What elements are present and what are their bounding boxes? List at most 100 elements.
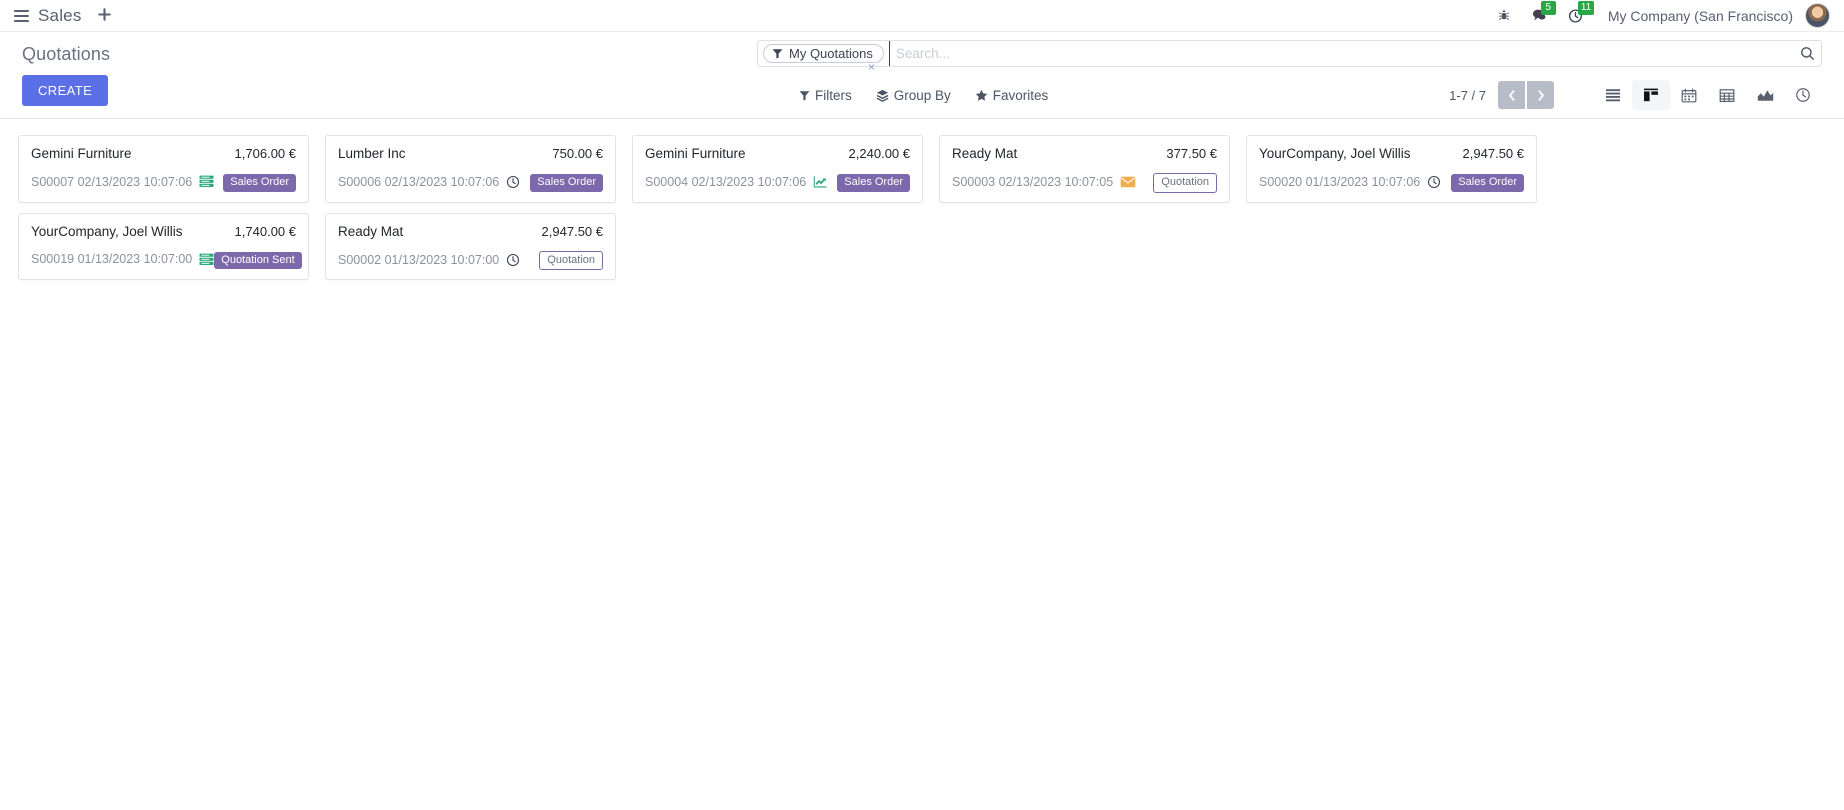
kanban-card-reference: S00004 02/13/2023 10:07:06 <box>645 174 807 189</box>
favorites-dropdown[interactable]: Favorites <box>963 86 1061 105</box>
star-icon <box>975 89 988 101</box>
kanban-card[interactable]: Ready Mat 2,947.50 € S00002 01/13/2023 10:… <box>325 212 616 281</box>
kanban-card[interactable]: Gemini Furniture 2,240.00 € S00004 02/13/2… <box>632 135 923 203</box>
status-badge: Quotation <box>1153 173 1217 193</box>
messages-badge: 5 <box>1540 1 1556 15</box>
pager: 1-7 / 7 <box>1449 81 1554 109</box>
kanban-card[interactable]: Ready Mat 377.50 € S00003 02/13/2023 10:07… <box>939 135 1230 203</box>
kanban-card-footer: S00020 01/13/2023 10:07:06 Sales Order <box>1259 172 1524 192</box>
pivot-view-icon[interactable] <box>1708 80 1746 110</box>
kanban-card-footer: S00006 02/13/2023 10:07:06 Sales Order <box>338 172 603 192</box>
status-badge: Sales Order <box>530 174 603 192</box>
list-green-icon[interactable] <box>199 175 214 188</box>
control-panel-right: My Quotations × Filters <box>757 38 1822 110</box>
kanban-card-reference: S00020 01/13/2023 10:07:06 <box>1259 174 1421 189</box>
search-view[interactable]: My Quotations × <box>757 40 1822 73</box>
navbar-right: 5 11 My Company (San Francisco) <box>1487 0 1830 31</box>
plus-icon[interactable] <box>88 7 121 24</box>
status-badge: Sales Order <box>1451 174 1524 192</box>
activity-view-icon[interactable] <box>1784 80 1822 110</box>
kanban-card-footer: S00002 01/13/2023 10:07:00 Quotation <box>338 250 603 271</box>
status-badge: Quotation <box>539 250 603 271</box>
activities-badge: 11 <box>1577 1 1595 15</box>
kanban-card-state: Quotation Sent <box>214 250 302 270</box>
kanban-card-amount: 1,740.00 € <box>234 223 296 239</box>
kanban-card-state: Quotation <box>1153 172 1217 193</box>
filters-dropdown[interactable]: Filters <box>787 86 864 105</box>
group-by-dropdown[interactable]: Group By <box>864 86 963 105</box>
search-input[interactable] <box>888 41 1794 66</box>
create-button[interactable]: CREATE <box>22 75 109 106</box>
search-facet-remove-icon[interactable]: × <box>868 60 876 74</box>
kanban-card-partner: Ready Mat <box>338 223 404 239</box>
kanban-card-amount: 377.50 € <box>1166 146 1217 161</box>
avatar[interactable] <box>1805 3 1830 28</box>
messages-icon[interactable]: 5 <box>1521 0 1558 31</box>
company-switcher[interactable]: My Company (San Francisco) <box>1607 7 1793 24</box>
clock-icon[interactable] <box>506 253 520 267</box>
kanban-card-partner: YourCompany, Joel Willis <box>31 223 183 239</box>
search-facet-label: My Quotations <box>789 46 873 61</box>
bug-icon[interactable] <box>1487 0 1521 31</box>
filter-funnel-icon <box>799 90 810 100</box>
kanban-card-amount: 2,240.00 € <box>848 146 910 161</box>
chevron-left-icon <box>1508 89 1514 101</box>
kanban-card-amount: 2,947.50 € <box>541 223 603 239</box>
kanban-card-amount: 750.00 € <box>552 146 603 161</box>
chevron-right-icon <box>1538 89 1544 101</box>
kanban-card[interactable]: YourCompany, Joel Willis 1,740.00 € S00019… <box>18 212 309 281</box>
graph-view-icon[interactable] <box>1746 80 1784 110</box>
kanban-card-state: Sales Order <box>837 172 910 192</box>
kanban-card[interactable]: YourCompany, Joel Willis 2,947.50 € S00020… <box>1246 135 1537 203</box>
status-badge: Quotation Sent <box>214 251 302 270</box>
search-icon[interactable] <box>1794 46 1815 61</box>
activities-clock-icon[interactable]: 11 <box>1558 0 1595 31</box>
calendar-view-icon[interactable] <box>1670 80 1708 110</box>
filter-funnel-icon <box>772 49 783 59</box>
hamburger-icon[interactable] <box>8 4 34 28</box>
control-panel-actions: Filters Group By Favorites <box>757 80 1822 110</box>
kanban-card-state: Sales Order <box>530 172 603 192</box>
pager-next-button[interactable] <box>1527 81 1554 109</box>
kanban-card-state: Sales Order <box>1451 172 1524 192</box>
kanban-card-header: Ready Mat 377.50 € <box>952 146 1217 161</box>
kanban-card[interactable]: Lumber Inc 750.00 € S00006 02/13/2023 10:0… <box>325 135 616 203</box>
view-switcher <box>1594 80 1822 110</box>
favorites-label: Favorites <box>992 87 1049 103</box>
kanban-view-icon[interactable] <box>1632 80 1670 110</box>
kanban-card-header: YourCompany, Joel Willis 1,740.00 € <box>31 224 296 239</box>
kanban-card-amount: 1,706.00 € <box>234 146 296 161</box>
kanban-card-partner: Gemini Furniture <box>31 146 132 161</box>
page-title: Quotations <box>22 44 111 64</box>
search-dropdowns: Filters Group By Favorites <box>787 86 1060 105</box>
chart-green-icon[interactable] <box>813 175 828 189</box>
control-panel: Quotations CREATE My Quotations × <box>0 32 1844 119</box>
kanban-card-footer: S00007 02/13/2023 10:07:06 Sales Order <box>31 172 296 192</box>
list-green-icon[interactable] <box>199 253 214 266</box>
pager-previous-button[interactable] <box>1498 81 1525 109</box>
layers-icon <box>876 89 889 102</box>
envelope-orange-icon[interactable] <box>1120 176 1136 188</box>
kanban-card-header: Lumber Inc 750.00 € <box>338 146 603 161</box>
top-navbar: Sales 5 1 <box>0 0 1844 32</box>
kanban-card-partner: YourCompany, Joel Willis <box>1259 146 1411 161</box>
list-view-icon[interactable] <box>1594 80 1632 110</box>
kanban-card-partner: Gemini Furniture <box>645 146 746 161</box>
kanban-card-header: YourCompany, Joel Willis 2,947.50 € <box>1259 146 1524 161</box>
clock-icon[interactable] <box>1427 175 1441 189</box>
filters-label: Filters <box>815 87 852 103</box>
kanban-card-state: Quotation <box>539 250 603 271</box>
control-panel-left: Quotations CREATE <box>22 38 110 106</box>
search-facet-my-quotations[interactable]: My Quotations <box>763 44 884 63</box>
kanban-card-footer: S00004 02/13/2023 10:07:06 Sales Order <box>645 172 910 192</box>
kanban-card-header: Ready Mat 2,947.50 € <box>338 224 603 239</box>
clock-icon[interactable] <box>506 175 520 189</box>
status-badge: Sales Order <box>223 174 296 192</box>
kanban-card-header: Gemini Furniture 1,706.00 € <box>31 146 296 161</box>
kanban-card-footer: S00019 01/13/2023 10:07:00 Quotation Sent <box>31 250 302 270</box>
kanban-card-amount: 2,947.50 € <box>1462 146 1524 161</box>
app-name[interactable]: Sales <box>38 5 82 25</box>
group-by-label: Group By <box>893 87 951 103</box>
kanban-view: Gemini Furniture 1,706.00 € S00007 02/13/2… <box>0 119 1844 810</box>
kanban-card[interactable]: Gemini Furniture 1,706.00 € S00007 02/13/2… <box>18 135 309 203</box>
